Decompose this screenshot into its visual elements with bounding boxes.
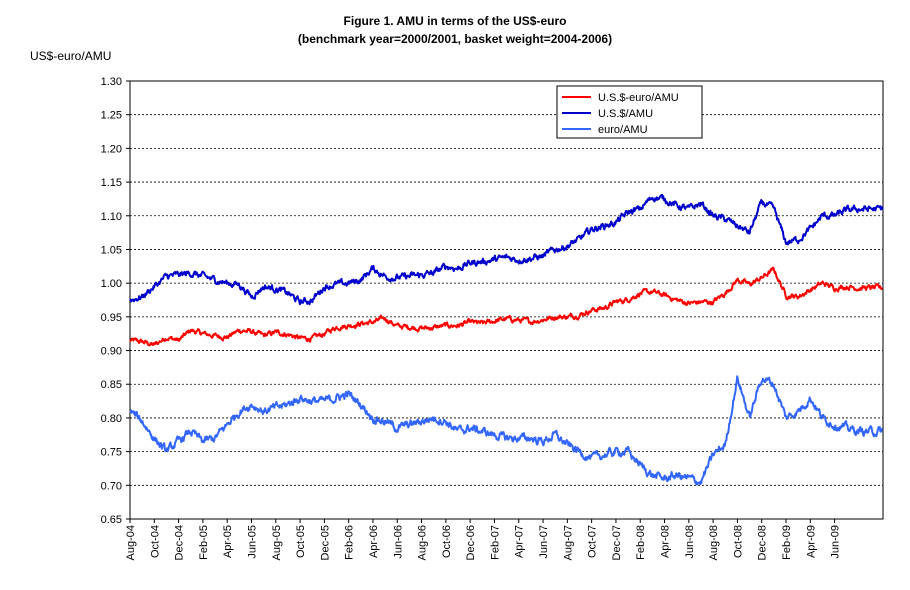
x-tick-label: Jun-09 [830, 525, 842, 559]
x-tick-label: Feb-09 [781, 525, 793, 560]
y-axis-label: US$-euro/AMU [30, 49, 112, 63]
y-tick-label: 0.70 [101, 480, 122, 492]
y-tick-label: 0.90 [101, 346, 122, 358]
x-tick-label: Dec-05 [319, 525, 331, 560]
y-tick-label: 1.05 [101, 244, 122, 256]
chart-title: Figure 1. AMU in terms of the US$-euro [343, 14, 567, 28]
x-tick-label: Jun-07 [538, 525, 550, 559]
x-tick-label: Dec-08 [757, 525, 769, 560]
y-tick-label: 0.75 [101, 447, 122, 459]
x-tick-label: Dec-07 [611, 525, 623, 560]
x-tick-label: Oct-04 [149, 525, 161, 558]
y-tick-label: 1.00 [101, 278, 122, 290]
y-tick-label: 1.20 [101, 143, 122, 155]
y-tick-label: 1.25 [101, 110, 122, 122]
x-tick-label: Jun-05 [246, 525, 258, 559]
x-tick-label: Oct-06 [441, 525, 453, 558]
x-tick-label: Apr-09 [805, 525, 817, 558]
x-tick-label: Dec-04 [174, 525, 186, 560]
y-tick-label: 1.30 [101, 76, 122, 88]
x-tick-label: Aug-08 [708, 525, 720, 560]
legend-label: euro/AMU [598, 124, 648, 136]
legend-label: U.S.$-euro/AMU [598, 92, 679, 104]
y-tick-label: 0.65 [101, 514, 122, 526]
x-tick-label: Apr-06 [368, 525, 380, 558]
y-tick-label: 0.95 [101, 312, 122, 324]
chart-subtitle: (benchmark year=2000/2001, basket weight… [297, 32, 613, 46]
x-tick-label: Apr-07 [514, 525, 526, 558]
series-line [129, 266, 883, 347]
y-tick-label: 1.15 [101, 177, 122, 189]
x-tick-label: Aug-04 [125, 525, 137, 560]
x-tick-label: Jun-08 [684, 525, 696, 559]
x-tick-label: Aug-07 [562, 525, 574, 560]
x-tick-label: Dec-06 [465, 525, 477, 560]
x-tick-label: Apr-08 [660, 525, 672, 558]
y-tick-label: 0.85 [101, 379, 122, 391]
series-line [129, 375, 883, 486]
x-tick-label: Oct-05 [295, 525, 307, 558]
x-tick-label: Feb-06 [344, 525, 356, 560]
series-line [129, 193, 884, 306]
plot-area [129, 80, 884, 520]
x-tick-label: Feb-05 [198, 525, 210, 560]
x-tick-label: Feb-08 [635, 525, 647, 560]
x-tick-label: Oct-08 [732, 525, 744, 558]
legend-label: U.S.$/AMU [598, 108, 653, 120]
x-tick-label: Aug-06 [417, 525, 429, 560]
y-tick-label: 1.10 [101, 211, 122, 223]
x-tick-label: Apr-05 [222, 525, 234, 558]
x-tick-label: Aug-05 [271, 525, 283, 560]
x-tick-label: Oct-07 [587, 525, 599, 558]
y-tick-label: 0.80 [101, 413, 122, 425]
x-tick-label: Feb-07 [489, 525, 501, 560]
x-tick-label: Jun-06 [392, 525, 404, 559]
